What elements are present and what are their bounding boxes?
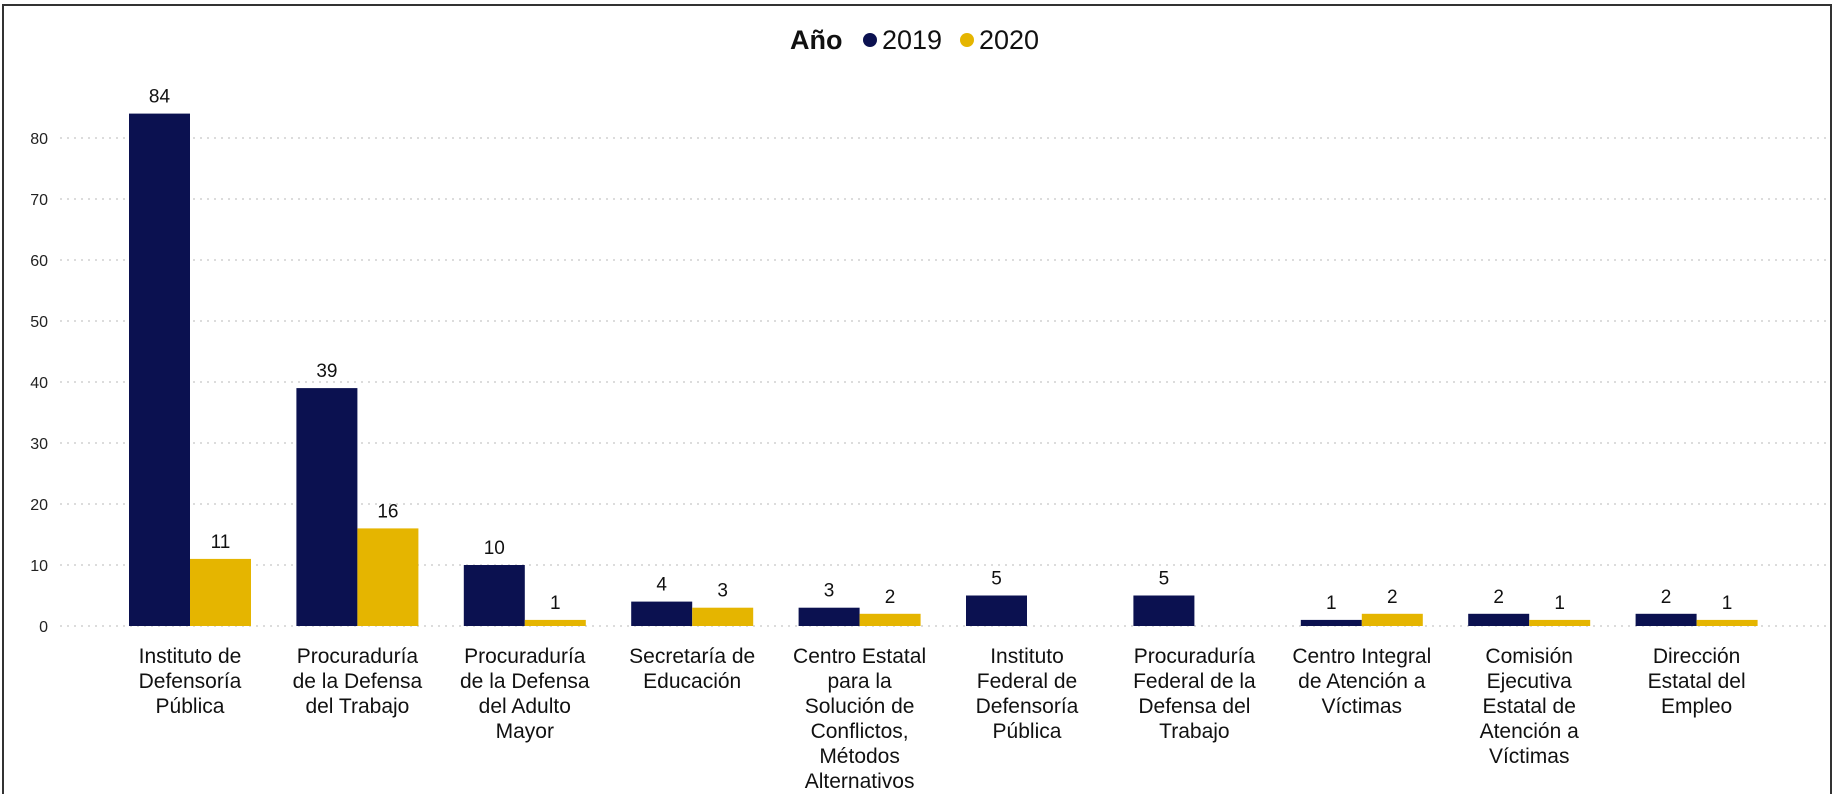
bar-2020-centro-integral-de-atencion-a-victimas [1361,613,1423,626]
legend-label-2020: 2020 [979,25,1039,55]
data-label-2020-comision-ejecutiva-estatal-de-atencion-a-victimas: 1 [1554,593,1565,614]
bar-2020-centro-estatal-para-la-solucion-de-conflictos-metodos-alternativos [859,613,921,626]
y-tick-label-10: 10 [30,558,48,575]
data-label-2019-secretaria-de-educacion: 4 [656,575,667,596]
bar-2019-comision-ejecutiva-estatal-de-atencion-a-victimas [1468,613,1530,626]
data-label-2020-direccion-estatal-del-empleo: 1 [1722,593,1733,614]
data-label-2020-centro-integral-de-atencion-a-victimas: 2 [1387,587,1398,608]
legend-title: Año [790,25,842,55]
data-label-2019-instituto-federal-de-defensoria-publica: 5 [991,569,1002,590]
bar-2020-comision-ejecutiva-estatal-de-atencion-a-victimas [1529,619,1591,626]
bar-2019-instituto-federal-de-defensoria-publica [966,595,1027,626]
legend-marker-2020 [960,33,974,47]
x-tick-label-procuraduria-de-la-defensa-del-adulto-mayor: Procuraduría de la Defensa del Adulto Mayor [460,645,590,743]
x-tick-label-instituto-de-defensoria-publica: Instituto de Defensoría Pública [139,645,242,718]
chart-frame [2,4,1832,794]
bar-2019-procuraduria-de-la-defensa-del-trabajo [296,388,358,626]
x-tick-label-centro-estatal-para-la-solucion-de-conflictos-metodos-alternativos: Centro Estatal para la Solución de Conflict… [793,645,926,793]
data-label-2019-centro-integral-de-atencion-a-victimas: 1 [1326,593,1337,614]
bar-2019-procuraduria-de-la-defensa-del-adulto-mayor [463,565,525,626]
data-label-2019-comision-ejecutiva-estatal-de-atencion-a-victimas: 2 [1493,587,1504,608]
data-label-2019-instituto-de-defensoria-publica: 84 [149,87,171,108]
bar-2020-procuraduria-de-la-defensa-del-adulto-mayor [524,619,586,626]
x-tick-label-procuraduria-de-la-defensa-del-trabajo: Procuraduría de la Defensa del Trabajo [293,645,423,718]
x-tick-label-instituto-federal-de-defensoria-publica: Instituto Federal de Defensoría Pública [976,645,1079,743]
data-label-2020-instituto-de-defensoria-publica: 11 [211,532,231,553]
legend-marker-2019 [863,33,877,47]
data-label-2020-procuraduria-de-la-defensa-del-adulto-mayor: 1 [550,593,561,614]
bar-2019-procuraduria-federal-de-la-defensa-del-trabajo [1133,595,1195,626]
y-tick-label-60: 60 [30,253,48,270]
y-tick-label-70: 70 [30,192,48,209]
y-tick-label-50: 50 [30,314,48,331]
x-tick-label-centro-integral-de-atencion-a-victimas: Centro Integral de Atención a Víctimas [1292,645,1431,718]
data-label-2019-procuraduria-de-la-defensa-del-trabajo: 39 [316,361,337,382]
data-label-2019-direccion-estatal-del-empleo: 2 [1661,587,1672,608]
bars [129,113,1758,627]
bar-2020-direccion-estatal-del-empleo [1696,619,1758,626]
bar-2020-instituto-de-defensoria-publica [190,558,251,626]
bar-2019-instituto-de-defensoria-publica [129,113,190,627]
y-tick-label-20: 20 [30,497,48,514]
bar-2020-secretaria-de-educacion [692,607,754,626]
legend-label-2019: 2019 [882,25,942,55]
y-tick-label-30: 30 [30,436,48,453]
data-label-2019-centro-estatal-para-la-solucion-de-conflictos-metodos-alternativos: 3 [824,581,835,602]
y-tick-label-0: 0 [39,619,48,636]
x-tick-label-comision-ejecutiva-estatal-de-atencion-a-victimas: Comisión Ejecutiva Estatal de Atención a Víc… [1480,645,1580,768]
x-tick-label-direccion-estatal-del-empleo: Dirección Estatal del Empleo [1648,645,1746,718]
y-axis: 0 10 20 30 40 50 60 70 80 [30,131,48,636]
data-label-2019-procuraduria-federal-de-la-defensa-del-trabajo: 5 [1159,569,1170,590]
bar-2019-direccion-estatal-del-empleo [1635,613,1697,626]
data-label-2020-secretaria-de-educacion: 3 [717,581,728,602]
bar-2019-centro-integral-de-atencion-a-victimas [1300,619,1362,626]
data-label-2020-centro-estatal-para-la-solucion-de-conflictos-metodos-alternativos: 2 [885,587,896,608]
data-label-2020-procuraduria-de-la-defensa-del-trabajo: 16 [377,501,398,522]
x-axis: Instituto de Defensoría Pública Procuradurí… [139,645,1746,793]
bar-2019-secretaria-de-educacion [631,601,693,626]
bar-2019-centro-estatal-para-la-solucion-de-conflictos-metodos-alternativos [798,607,860,626]
y-tick-label-80: 80 [30,131,48,148]
data-label-2019-procuraduria-de-la-defensa-del-adulto-mayor: 10 [484,538,505,559]
x-tick-label-secretaria-de-educacion: Secretaría de Educación [629,645,755,693]
x-tick-label-procuraduria-federal-de-la-defensa-del-trabajo: Procuraduría Federal de la Defensa del Trab… [1133,645,1256,743]
data-labels: 84 11 39 16 10 1 4 3 3 2 5 5 1 2 2 1 2 1 [149,87,1732,614]
legend: Año 2019 2020 [790,25,1039,55]
y-tick-label-40: 40 [30,375,48,392]
bar-2020-procuraduria-de-la-defensa-del-trabajo [357,528,419,626]
